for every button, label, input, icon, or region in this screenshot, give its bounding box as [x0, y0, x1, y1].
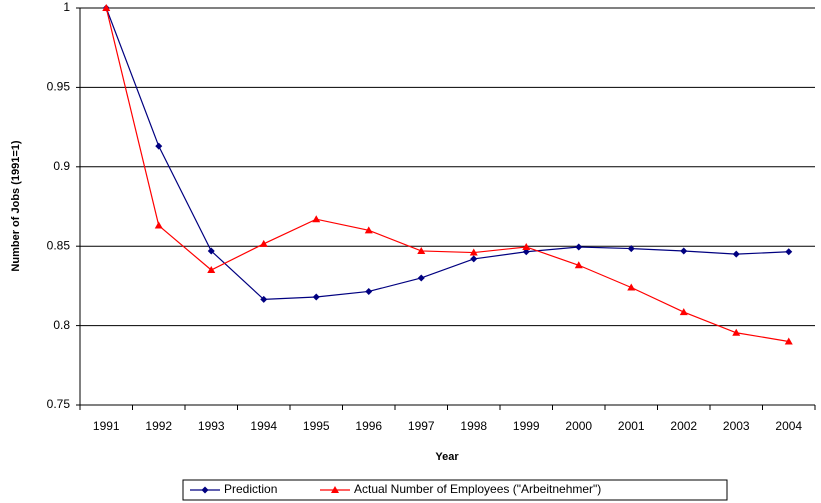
x-tick-label: 2002 — [670, 419, 697, 433]
y-tick-label: 0.8 — [53, 318, 70, 332]
data-point — [627, 283, 636, 291]
x-tick-label: 1997 — [408, 419, 435, 433]
x-tick-label: 2004 — [775, 419, 802, 433]
x-axis-label: Year — [435, 451, 459, 463]
y-tick-label: 1 — [63, 0, 70, 14]
x-tick-label: 2003 — [723, 419, 750, 433]
x-tick-label: 1991 — [93, 419, 120, 433]
x-tick-label: 1993 — [198, 419, 225, 433]
x-tick-label: 1992 — [145, 419, 172, 433]
x-tick-label: 1995 — [303, 419, 330, 433]
data-point — [312, 293, 320, 301]
x-tick-label: 1998 — [460, 419, 487, 433]
x-tick-label: 1994 — [250, 419, 277, 433]
x-tick-label: 1999 — [513, 419, 540, 433]
data-point — [364, 226, 373, 234]
y-tick-label: 0.9 — [53, 159, 70, 173]
data-point — [679, 308, 688, 316]
data-point — [522, 242, 531, 250]
data-point — [259, 239, 268, 247]
data-point — [260, 295, 268, 303]
data-point — [784, 337, 793, 345]
data-point — [732, 250, 740, 258]
data-point — [102, 4, 111, 11]
x-tick-label: 2000 — [565, 419, 592, 433]
series-line — [105, 7, 789, 343]
data-point — [627, 245, 635, 253]
data-point — [732, 328, 741, 336]
legend-marker — [331, 486, 339, 493]
data-point — [522, 248, 530, 256]
legend-marker — [201, 486, 209, 494]
data-point — [469, 248, 478, 256]
data-point — [207, 247, 215, 255]
data-point — [785, 248, 793, 256]
y-tick-label: 0.95 — [47, 80, 71, 94]
data-point — [154, 221, 163, 229]
legend-box — [182, 479, 728, 501]
data-point — [312, 215, 321, 223]
data-point — [470, 255, 478, 263]
series-line — [105, 7, 789, 301]
x-tick-label: 1996 — [355, 419, 382, 433]
data-point — [417, 274, 425, 282]
data-point — [207, 266, 216, 274]
data-point — [417, 246, 426, 254]
legend-label: Actual Number of Employees ("Arbeitnehme… — [354, 482, 601, 496]
y-axis-label: Number of Jobs (1991=1) — [10, 140, 22, 271]
y-tick-label: 0.75 — [47, 397, 71, 411]
data-point — [155, 142, 163, 150]
x-tick-label: 2001 — [618, 419, 645, 433]
data-point — [574, 261, 583, 269]
data-point — [680, 247, 688, 255]
data-point — [365, 287, 373, 295]
data-point — [575, 243, 583, 251]
legend-label: Prediction — [224, 482, 277, 496]
y-tick-label: 0.85 — [47, 238, 71, 252]
